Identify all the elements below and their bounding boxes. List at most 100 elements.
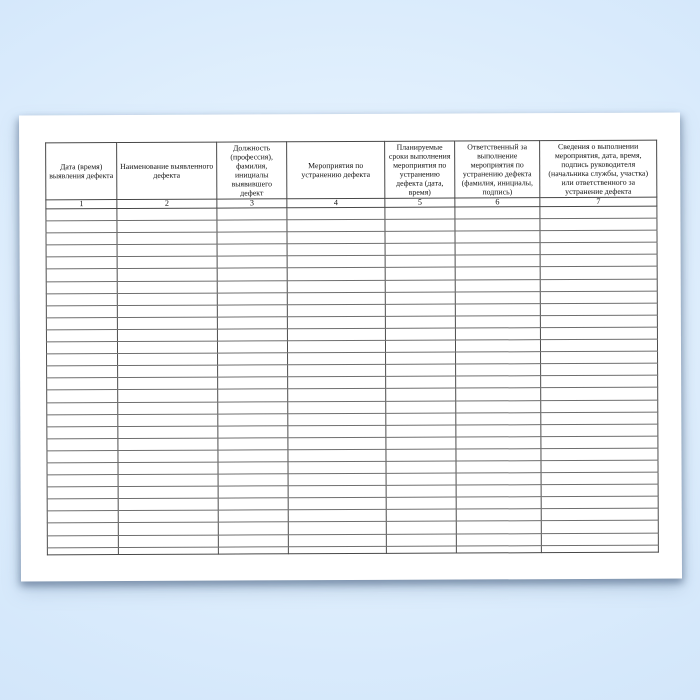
empty-cell [541, 496, 659, 510]
empty-cell [540, 448, 658, 461]
empty-cell [117, 353, 218, 366]
empty-cell [217, 316, 288, 330]
empty-cell [45, 220, 117, 234]
empty-cell [287, 449, 386, 462]
empty-cell [288, 521, 387, 535]
empty-cell [287, 340, 386, 353]
empty-cell [386, 545, 457, 554]
empty-cell [386, 509, 457, 522]
empty-cell [540, 254, 658, 268]
empty-cell [46, 389, 118, 403]
empty-cell [455, 303, 541, 316]
empty-cell [288, 533, 387, 547]
empty-cell [46, 281, 118, 294]
empty-cell [455, 388, 541, 401]
empty-cell [217, 340, 288, 354]
empty-cell [540, 411, 658, 425]
empty-cell [454, 206, 540, 220]
empty-cell [45, 208, 117, 221]
empty-cell [46, 268, 118, 282]
column-header-measures: Мероприятия по устранению дефекта [286, 141, 385, 199]
empty-cell [384, 219, 455, 232]
empty-cell [117, 437, 218, 451]
empty-cell [540, 315, 658, 328]
column-header-responsible: Ответственный за выполнение мероприятия … [454, 140, 540, 199]
table-row [47, 544, 659, 555]
empty-cell [454, 230, 541, 244]
empty-cell [218, 534, 289, 547]
empty-cell [455, 255, 541, 268]
empty-cell [217, 268, 288, 281]
empty-cell [117, 365, 218, 378]
empty-cell [217, 413, 288, 426]
empty-cell [217, 425, 288, 438]
empty-cell [385, 364, 456, 377]
empty-cell [455, 436, 541, 449]
empty-cell [47, 522, 119, 536]
empty-cell [216, 207, 287, 221]
empty-cell [46, 293, 118, 306]
empty-cell [287, 328, 386, 341]
column-number: 5 [384, 198, 455, 208]
empty-cell [385, 352, 456, 365]
empty-cell [540, 278, 658, 292]
column-number: 6 [454, 197, 540, 208]
column-number: 2 [116, 199, 217, 209]
empty-cell [217, 389, 288, 402]
empty-cell [541, 520, 659, 534]
empty-cell [455, 339, 541, 353]
empty-cell [455, 363, 541, 377]
empty-cell [217, 328, 288, 342]
empty-cell [455, 424, 541, 437]
empty-cell [287, 316, 386, 329]
empty-cell [46, 450, 119, 463]
empty-cell [455, 291, 541, 304]
empty-cell [385, 400, 456, 413]
empty-cell [287, 352, 386, 365]
empty-cell [386, 473, 457, 486]
empty-cell [117, 316, 218, 330]
empty-cell [117, 413, 218, 427]
empty-cell [288, 461, 387, 474]
empty-cell [288, 485, 387, 499]
empty-cell [117, 280, 218, 294]
empty-cell [218, 510, 289, 523]
empty-cell [118, 474, 219, 487]
empty-cell [45, 232, 118, 246]
empty-cell [287, 376, 386, 390]
empty-cell [46, 438, 118, 451]
empty-cell [540, 242, 658, 256]
empty-cell [287, 388, 386, 402]
empty-cell [118, 498, 219, 511]
empty-cell [217, 377, 288, 390]
empty-cell [541, 532, 659, 546]
column-header-completion-info: Сведения о выполнении мероприятия, дата,… [539, 140, 657, 198]
empty-cell [47, 547, 119, 555]
empty-cell [541, 544, 659, 553]
empty-cell [117, 389, 218, 403]
empty-cell [288, 497, 387, 511]
empty-cell [216, 231, 288, 245]
empty-cell [384, 231, 456, 244]
empty-cell [47, 510, 119, 524]
empty-cell [218, 498, 289, 511]
empty-cell [455, 448, 541, 462]
empty-cell [46, 244, 118, 258]
empty-cell [385, 291, 456, 305]
empty-cell [540, 266, 658, 280]
empty-cell [540, 302, 658, 316]
empty-cell [46, 353, 118, 367]
empty-cell [117, 244, 218, 257]
empty-cell [217, 364, 288, 378]
empty-cell [287, 364, 386, 378]
empty-cell [541, 472, 659, 485]
empty-cell [385, 303, 456, 317]
empty-cell [47, 535, 119, 548]
empty-cell [541, 508, 659, 522]
empty-cell [287, 400, 386, 414]
empty-cell [118, 522, 219, 536]
empty-cell [117, 329, 218, 342]
defect-log-table: Дата (время) выявления дефекта Наименова… [45, 139, 659, 556]
empty-cell [286, 231, 386, 245]
